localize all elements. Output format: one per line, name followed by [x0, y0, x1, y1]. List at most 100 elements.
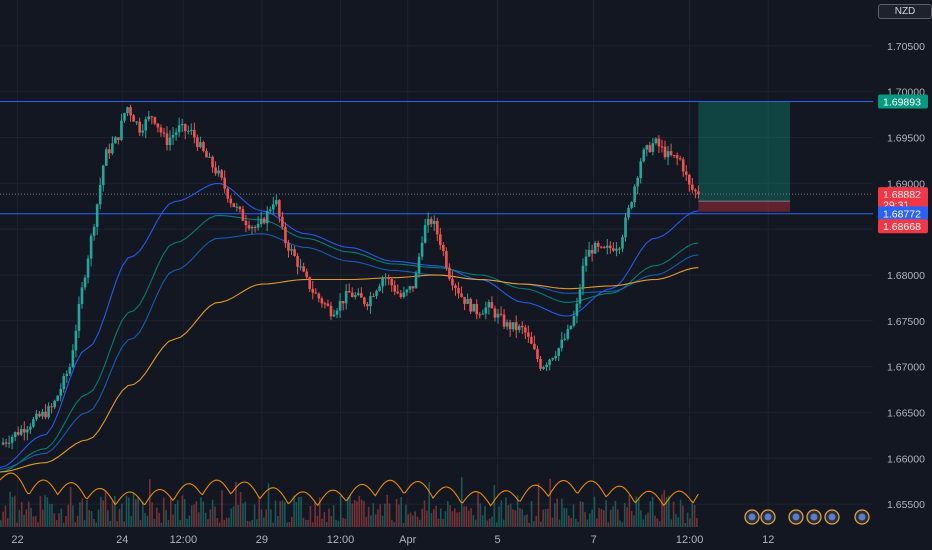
volume-bar [2, 511, 4, 527]
candle-body [569, 325, 573, 330]
volume-bar [9, 491, 11, 527]
volume-bar [500, 500, 503, 527]
candle-body [621, 237, 624, 249]
price-axis[interactable] [873, 0, 932, 550]
price-tick-label: 1.66000 [887, 453, 925, 465]
candle-body [211, 156, 214, 168]
volume-bar [670, 519, 673, 527]
moving-average-line [0, 214, 699, 473]
candle-body [138, 121, 141, 133]
volume-bar [512, 509, 514, 527]
volume-bar [360, 499, 363, 527]
candle-body [527, 332, 530, 337]
volume-bar [647, 512, 649, 527]
candle-body [420, 242, 424, 257]
candles[interactable] [1, 104, 700, 450]
volume-bar [640, 510, 642, 527]
moving-average-line [0, 233, 699, 470]
candle-body [539, 358, 542, 369]
candle-body [281, 216, 284, 227]
candle-body [393, 285, 397, 292]
volume-bar [263, 517, 265, 527]
candle-body [311, 288, 315, 293]
oscillator [0, 472, 699, 507]
candle-body [442, 245, 445, 251]
volume-bar [200, 497, 202, 527]
volume-bar [540, 521, 542, 527]
candle-body [496, 313, 500, 318]
volume-bar [216, 517, 219, 527]
volume-bar [433, 509, 435, 527]
volume-bar [267, 483, 270, 527]
price-tick-label: 1.67000 [887, 362, 925, 374]
candle-body [44, 411, 47, 418]
candle-body [68, 367, 72, 374]
candle-body [384, 277, 387, 279]
volume-bar [339, 495, 342, 527]
volume-bar [186, 518, 188, 527]
volume-bar [155, 507, 158, 527]
volume-bar [121, 503, 123, 527]
candle-body [290, 249, 293, 251]
volume-bar [379, 504, 382, 527]
volume-bar [316, 515, 319, 527]
candle-body [338, 300, 342, 311]
volume-bar [279, 501, 281, 527]
candle-body [241, 209, 245, 221]
volume-bar [428, 482, 430, 527]
volume-bar [435, 505, 437, 527]
volume-bar [256, 519, 258, 527]
volume-bar [172, 514, 174, 527]
candle-body [22, 428, 26, 433]
event-badge-dot [792, 513, 800, 521]
candle-body [244, 220, 248, 226]
candle-body [390, 279, 394, 286]
time-axis[interactable]: 22 24 12:00 29 12:00 Apr 5 7 12:00 12 [11, 534, 774, 546]
candle-body [560, 339, 564, 349]
candle-body [235, 206, 239, 208]
candle-body [460, 293, 463, 298]
candle-body [83, 277, 87, 288]
volume-bar [20, 501, 23, 527]
candle-body [344, 291, 348, 304]
volume-bar [88, 510, 91, 527]
volume-bar [637, 498, 640, 527]
volume-bar [13, 495, 16, 527]
candle-body [499, 313, 503, 315]
volume-bar [535, 515, 538, 527]
candle-body [414, 273, 418, 289]
volume-bar [449, 504, 451, 527]
candle-body [71, 350, 75, 368]
take-profit-zone [698, 101, 791, 202]
horizontal-levels[interactable] [0, 100, 873, 215]
candle-body [457, 288, 460, 294]
candle-body [563, 338, 567, 340]
volume-bar [0, 520, 2, 527]
volume-bar [630, 511, 633, 527]
volume-bar [237, 504, 240, 527]
event-badges[interactable] [744, 509, 870, 525]
candle-body [694, 189, 697, 192]
time-tick-label: 12 [762, 534, 774, 546]
candle-body [250, 226, 254, 229]
currency-selector[interactable]: NZD [878, 4, 932, 19]
long-position-tool[interactable] [698, 101, 791, 212]
volume-bar [86, 499, 88, 527]
volume-bar [486, 520, 489, 527]
volume-bar [465, 506, 468, 527]
event-badge-dot [810, 513, 818, 521]
volume-bar [563, 508, 565, 527]
candle-body [104, 149, 108, 166]
volume-bar [277, 516, 279, 527]
candle-body [426, 219, 430, 226]
candle-body [16, 432, 20, 435]
volume-bar [97, 509, 100, 527]
volume-bar [137, 496, 139, 527]
candle-body [687, 174, 691, 185]
candle-body [402, 292, 406, 297]
volume-bar [253, 504, 256, 527]
time-tick-label: 5 [495, 534, 501, 546]
candle-body [144, 119, 148, 131]
